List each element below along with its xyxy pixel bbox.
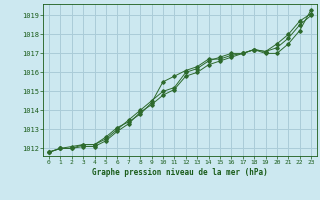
X-axis label: Graphe pression niveau de la mer (hPa): Graphe pression niveau de la mer (hPa) bbox=[92, 168, 268, 177]
